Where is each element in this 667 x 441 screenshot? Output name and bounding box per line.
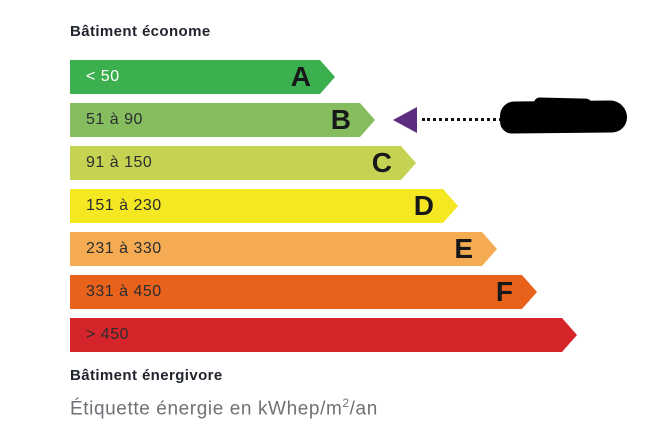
energy-bar-f: 331 à 450 F (70, 275, 537, 309)
class-letter-b: B (330, 104, 351, 135)
energy-bar-d: 151 à 230 D (70, 189, 458, 223)
bar-range-label: > 450 (86, 326, 129, 343)
class-letter-f: F (495, 276, 513, 307)
energy-bar-b: 51 à 90 B (70, 103, 375, 137)
economical-building-label: Bâtiment économe (70, 23, 211, 40)
bar-range-label: 231 à 330 (86, 240, 162, 257)
class-letter-a: A (290, 61, 311, 92)
bar-range-label: 51 à 90 (86, 111, 143, 128)
energy-label-content: Bâtiment économe < 50 A 51 à 90 B 91 à 1… (70, 22, 650, 420)
energy-bar-c: 91 à 150 C (70, 146, 416, 180)
class-letter-c: C (371, 147, 392, 178)
dotted-connector-line (422, 118, 502, 121)
bar-range-label: 151 à 230 (86, 197, 162, 214)
bar-range-label: 331 à 450 (86, 283, 162, 300)
energy-bar-e: 231 à 330 E (70, 232, 497, 266)
energy-intensive-building-label: Bâtiment énergivore (70, 367, 223, 384)
energy-label-caption: Étiquette énergie en kWhep/m2/an (70, 396, 650, 420)
energy-class-scale: < 50 A 51 à 90 B 91 à 150 C 151 à 230 D … (70, 60, 630, 352)
class-letter-d: D (413, 190, 434, 221)
caption-text: Étiquette énergie en kWhep/m (70, 398, 343, 420)
caption-suffix: /an (349, 398, 378, 420)
caption-superscript: 2 (342, 396, 350, 410)
bar-range-label: 91 à 150 (86, 154, 153, 171)
rating-pointer-arrow-icon (393, 107, 417, 133)
class-letter-e: E (454, 233, 473, 264)
energy-bar-a: < 50 A (70, 60, 335, 94)
bar-range-label: < 50 (86, 68, 120, 85)
energy-bar-g: > 450 (70, 318, 577, 352)
redacted-value-blob (499, 100, 628, 134)
